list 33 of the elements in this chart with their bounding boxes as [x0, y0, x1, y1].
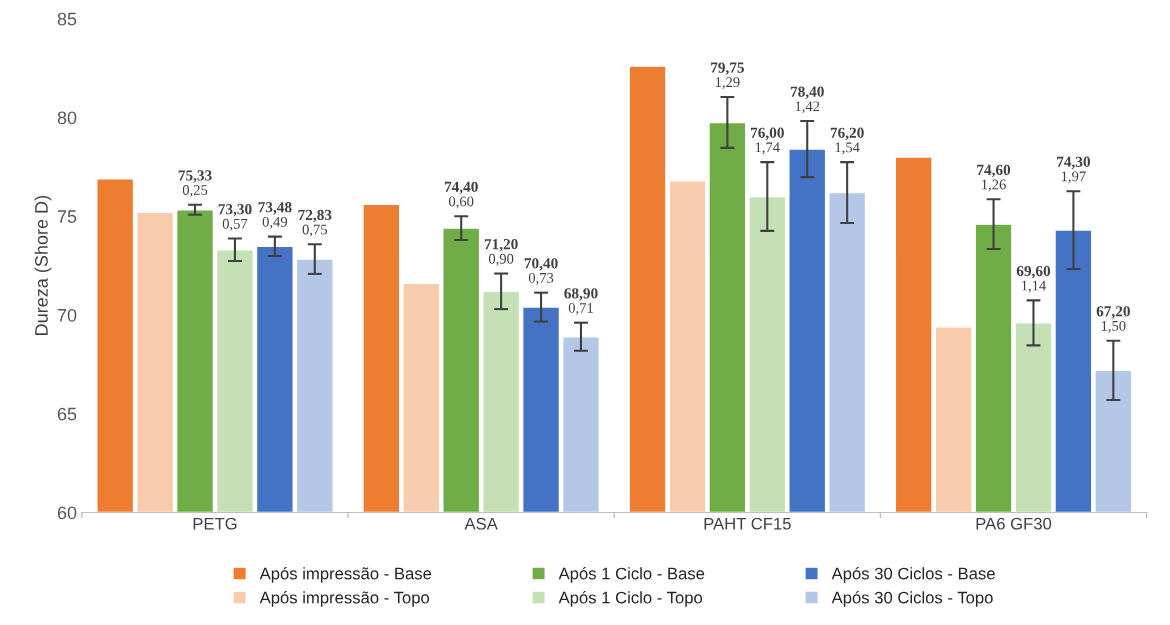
legend-label: Após impressão - Base	[259, 567, 432, 583]
y-tick-label: 60	[57, 506, 77, 520]
data-label: 74,30 1,97	[1057, 156, 1091, 184]
legend-label: Após impressão - Topo	[259, 591, 430, 607]
legend-label: Após 30 Ciclos - Base	[831, 567, 995, 583]
y-tick-label: 65	[57, 407, 77, 421]
data-label: 78,40 1,42	[790, 86, 824, 114]
x-tick-label: PAHT CF15	[704, 517, 791, 530]
data-label: 73,48 0,49	[258, 202, 292, 229]
data-label: 79,75 1,29	[711, 62, 744, 90]
x-tick-label: PA6 GF30	[976, 517, 1052, 530]
legend-label: Após 1 Ciclo - Base	[558, 567, 705, 583]
data-label: 71,20 0,90	[484, 238, 518, 266]
data-label: 69,60 1,14	[1016, 265, 1051, 293]
data-label: 76,00 1,74	[750, 127, 784, 155]
y-axis-title: Dureza (Shore D)	[34, 196, 52, 335]
data-label: 72,83 0,75	[298, 209, 332, 237]
y-tick-label: 85	[57, 12, 77, 26]
data-label: 68,90 0,71	[564, 288, 598, 315]
x-tick-label: PETG	[193, 517, 237, 530]
data-label: 74,60 1,26	[977, 164, 1011, 192]
data-label: 73,30 0,57	[218, 204, 252, 231]
legend-label: Após 1 Ciclo - Topo	[558, 591, 703, 607]
data-label: 75,33 0,25	[178, 170, 212, 198]
data-label: 67,20 1,50	[1096, 306, 1130, 333]
data-label: 70,40 0,73	[524, 258, 558, 285]
data-label: 74,40 0,60	[444, 181, 478, 209]
y-tick-label: 80	[57, 111, 77, 125]
data-label: 76,20 1,54	[830, 127, 864, 155]
y-tick-label: 75	[57, 210, 77, 223]
y-tick-label: 70	[57, 308, 77, 322]
legend-label: Após 30 Ciclos - Topo	[831, 591, 993, 607]
x-tick-label: ASA	[464, 517, 498, 530]
